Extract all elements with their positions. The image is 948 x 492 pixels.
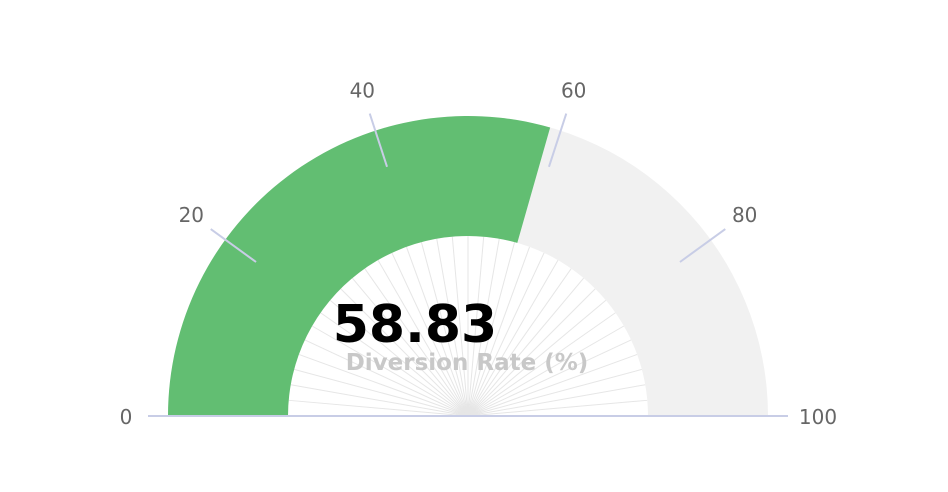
- gauge-ray: [467, 236, 485, 417]
- gauge-ticks: [210, 113, 726, 263]
- gauge-ray: [288, 399, 469, 417]
- gauge-tick: [368, 113, 388, 168]
- gauge-tick-label: 20: [179, 203, 204, 227]
- gauge-caption: Diversion Rate (%): [346, 350, 589, 376]
- gauge-tick-label: 40: [350, 79, 375, 103]
- gauge-tick-label: 100: [799, 405, 837, 429]
- gauge-ray: [377, 259, 469, 417]
- gauge-ray: [311, 325, 469, 417]
- gauge-ray: [467, 299, 607, 417]
- gauge-ray: [467, 246, 531, 417]
- gauge-ray: [391, 252, 469, 417]
- gauge-ray: [320, 312, 469, 417]
- gauge-tick-labels: 0 20 40 60 80 100: [120, 79, 837, 429]
- gauge-ray: [351, 277, 469, 417]
- gauge-ray: [467, 339, 632, 417]
- gauge-ray: [467, 399, 648, 417]
- gauge-tick-label: 60: [561, 79, 586, 103]
- gauge-ray: [467, 325, 625, 417]
- gauge-tick: [548, 113, 568, 168]
- gauge-ray: [467, 242, 516, 417]
- gauge-ray: [436, 238, 469, 417]
- gauge-ray: [405, 246, 469, 417]
- gauge-ray: [364, 268, 469, 417]
- gauge-ray: [467, 277, 585, 417]
- gauge-tick: [679, 228, 726, 263]
- gauge-ray: [467, 368, 642, 417]
- gauge-ray: [451, 236, 469, 417]
- gauge-ray: [467, 259, 559, 417]
- gauge-tick-label: 0: [120, 405, 133, 429]
- gauge-ray: [340, 288, 469, 417]
- gauge-ray: [467, 268, 572, 417]
- gauge-ray: [294, 368, 469, 417]
- gauge-ray: [329, 299, 469, 417]
- gauge-ray: [467, 384, 646, 417]
- gauge-ray: [467, 312, 616, 417]
- gauge-ray: [298, 353, 469, 417]
- gauge-ray: [467, 353, 638, 417]
- gauge-tick: [210, 228, 257, 263]
- gauge-background-rays: [288, 236, 648, 417]
- gauge-ray: [304, 339, 469, 417]
- gauge-value-arc: [168, 116, 551, 416]
- gauge-ray: [290, 384, 469, 417]
- gauge-tick-label: 80: [732, 203, 757, 227]
- gauge-ray: [467, 252, 545, 417]
- gauge-ray: [467, 238, 500, 417]
- gauge-ray: [420, 242, 469, 417]
- gauge-ray: [467, 288, 596, 417]
- gauge-value-label: 58.83: [333, 295, 497, 355]
